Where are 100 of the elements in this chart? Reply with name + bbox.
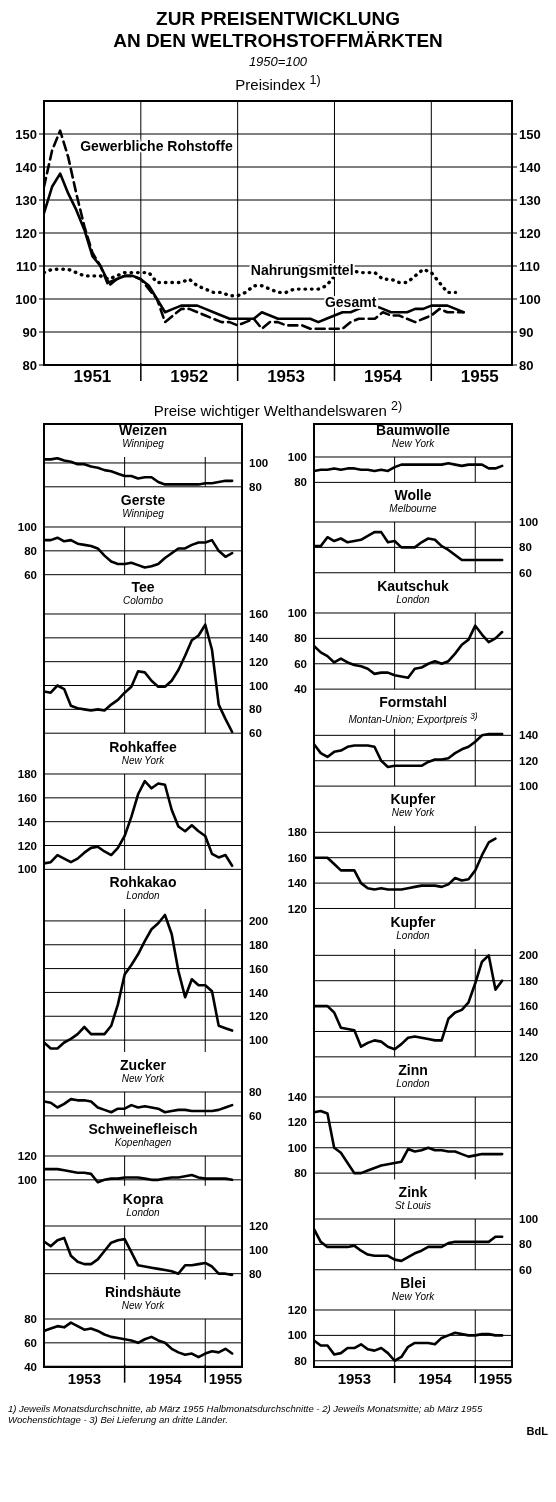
y-tick-label: 80: [294, 632, 307, 645]
chart-subtitle: Colombo: [122, 595, 164, 608]
y-tick-label: 100: [248, 1243, 269, 1256]
chart-title: Zucker: [119, 1057, 167, 1074]
y-tick-label: 200: [518, 949, 539, 962]
chart-subtitle: Kopenhagen: [113, 1136, 173, 1149]
y-tick-label: 90: [22, 324, 37, 340]
y-tick-label: 80: [294, 1354, 307, 1367]
y-tick-label: 140: [519, 729, 539, 742]
y-tick-label: 140: [287, 1090, 307, 1103]
x-tick-label: 1955: [478, 1369, 513, 1387]
text: Preisindex $^{1)}$: [234, 73, 322, 93]
y-tick-label: 80: [519, 541, 532, 554]
chart-title: Blei: [399, 1274, 427, 1291]
y-tick-label: 120: [287, 902, 307, 915]
y-tick-label: 60: [248, 1109, 262, 1122]
y-tick-label: 60: [249, 727, 262, 740]
y-tick-label: 110: [16, 258, 37, 274]
chart-subtitle: New York: [120, 754, 166, 767]
y-tick-label: 180: [287, 826, 307, 839]
chart-subtitle: Winnipeg: [121, 438, 165, 450]
chart-title: Rohkakao: [108, 874, 178, 890]
y-tick-label: 160: [518, 999, 539, 1012]
chart-subtitle: Melbourne: [388, 503, 438, 516]
y-tick-label: 120: [15, 225, 37, 241]
y-tick-label: 180: [518, 974, 539, 987]
y-tick-label: 40: [24, 1361, 38, 1374]
y-tick-label: 100: [287, 607, 307, 620]
y-tick-label: 100: [287, 1141, 307, 1154]
y-tick-label: 100: [249, 680, 269, 693]
y-tick-label: 100: [17, 1173, 37, 1186]
y-tick-label: 120: [518, 1050, 539, 1063]
y-tick-label: 60: [24, 1337, 38, 1350]
y-tick-label: 180: [248, 938, 269, 951]
y-tick-label: 80: [249, 703, 262, 716]
chart-title: Wolle: [393, 487, 433, 504]
text: 1) Jeweils Monatsdurchschnitte, ab März 1955 Halbmonatsdurchschnitte - 2) Jeweils Monatsmitte; ab März 1955 Wochenstichtage - 3) Bei Lieferung an dritte Länder.: [8, 1402, 484, 1425]
chart-subtitle: London: [395, 594, 431, 607]
y-tick-label: 60: [294, 657, 307, 670]
y-tick-label: 140: [17, 815, 38, 828]
chart-subtitle: London: [125, 890, 161, 902]
chart-title: Zinn: [397, 1061, 429, 1078]
chart-title: Weizen: [118, 422, 168, 438]
chart-subtitle: New York: [390, 807, 435, 820]
y-tick-label: 80: [519, 1238, 532, 1251]
chart-title: Kupfer: [389, 791, 437, 808]
x-tick-label: 1951: [73, 367, 112, 386]
chart-title: Baumwolle: [375, 422, 451, 438]
x-tick-label: 1953: [337, 1369, 371, 1387]
y-tick-label: 120: [287, 1116, 307, 1129]
chart-subtitle: Montan-Union; Exportpreis $^{3)}$: [347, 710, 479, 727]
y-tick-label: 160: [248, 962, 269, 975]
chart-subtitle: London: [126, 1206, 160, 1219]
chart-subtitle: New York: [390, 438, 436, 450]
chart-subtitle: 1950=100: [247, 54, 309, 69]
x-tick-label: 1953: [267, 367, 305, 386]
text: Preise wichtiger Welthandelswaren $^{2)}$: [152, 399, 404, 419]
y-tick-label: 160: [287, 852, 307, 865]
y-tick-label: 120: [249, 656, 269, 669]
y-tick-label: 140: [249, 632, 269, 645]
chart-title: Kopra: [121, 1190, 165, 1207]
x-tick-label: 1955: [460, 367, 499, 386]
y-tick-label: 100: [287, 451, 307, 464]
y-tick-label: 80: [249, 480, 262, 493]
y-tick-label: 120: [248, 1219, 269, 1232]
y-tick-label: 200: [248, 915, 269, 927]
chart-title: Formstahl: [378, 694, 448, 711]
y-tick-label: 80: [248, 1267, 262, 1280]
y-tick-label: 140: [15, 159, 37, 175]
chart-title: Zink: [397, 1184, 429, 1201]
y-tick-label: 140: [248, 986, 269, 999]
x-tick-label: 1955: [208, 1369, 243, 1387]
chart-subtitle: London: [395, 1077, 431, 1090]
chart-subtitle: Winnipeg: [121, 507, 165, 520]
y-tick-label: 120: [287, 1303, 307, 1316]
y-tick-label: 60: [519, 1263, 532, 1276]
x-tick-label: 1954: [148, 1369, 183, 1387]
chart-title: Rohkaffee: [108, 738, 178, 755]
chart-subtitle: St Louis: [393, 1200, 433, 1213]
y-tick-label: 120: [17, 839, 38, 852]
y-tick-label: 120: [248, 1010, 269, 1023]
y-tick-label: 80: [22, 357, 37, 373]
y-tick-label: 60: [24, 568, 38, 581]
chart-title: Kautschuk: [376, 578, 450, 595]
y-tick-label: 120: [519, 755, 539, 768]
y-tick-label: 80: [294, 1166, 307, 1179]
y-tick-label: 40: [294, 683, 307, 696]
y-tick-label: 140: [287, 877, 307, 890]
chart-title: Tee: [130, 579, 156, 596]
y-tick-label: 140: [518, 1025, 539, 1038]
chart-title: ZUR PREISENTWICKLUNG AN DEN WELTROHSTOFFMÄRKTEN: [112, 8, 444, 52]
chart-title: Kupfer: [389, 913, 437, 930]
y-tick-label: 100: [519, 516, 539, 529]
y-tick-label: 150: [15, 126, 37, 142]
y-tick-label: 80: [24, 1313, 38, 1326]
chart-subtitle: New York: [120, 1300, 166, 1313]
y-tick-label: 100: [248, 1034, 269, 1047]
chart-subtitle: New York: [120, 1073, 166, 1086]
y-tick-label: 60: [519, 567, 532, 580]
y-tick-label: 100: [17, 520, 38, 533]
